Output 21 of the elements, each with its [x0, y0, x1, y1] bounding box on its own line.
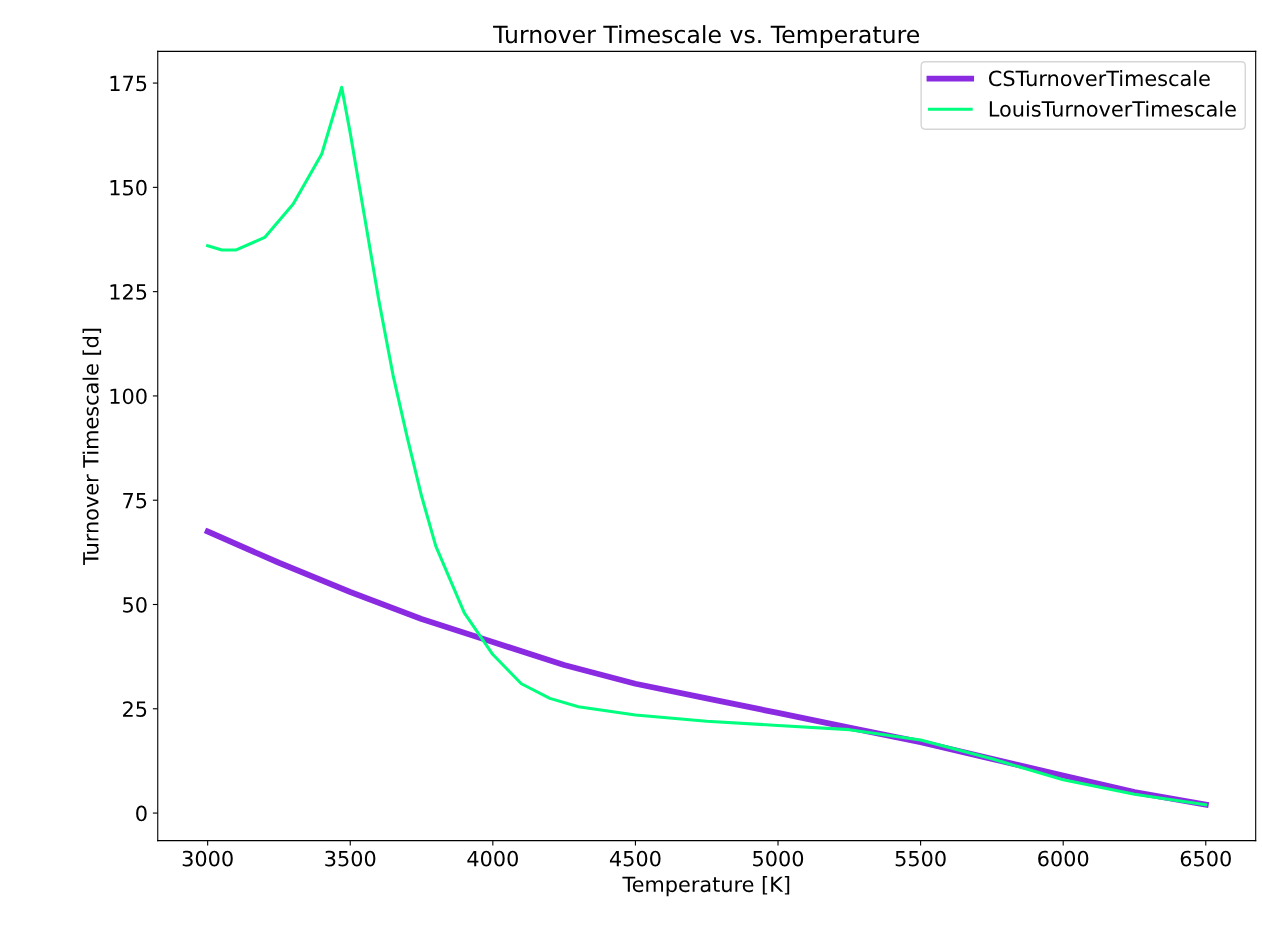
x-tick-label: 3500: [325, 850, 376, 867]
y-tick-label: 50: [123, 596, 147, 613]
x-tick-label: 5000: [753, 850, 804, 867]
x-tick-label: 3000: [182, 850, 233, 867]
x-tick-label: 4500: [609, 850, 661, 867]
x-tick-label: 6500: [1180, 850, 1231, 867]
y-axis-title: Turnover Timescale [d]: [82, 328, 102, 566]
y-tick-label: 100: [110, 388, 147, 405]
y-tick-label: 0: [136, 805, 147, 822]
chart-title: Turnover Timescale vs. Temperature: [493, 25, 920, 48]
y-tick-label: 150: [110, 179, 147, 196]
legend-label: CSTurnoverTimescale: [988, 70, 1210, 87]
y-tick-label: 125: [110, 284, 147, 300]
x-tick-label: 4000: [467, 850, 518, 867]
x-axis-title: Temperature [K]: [622, 876, 790, 897]
y-tick-label: 25: [123, 701, 147, 717]
legend-label: LouisTurnoverTimescale: [989, 100, 1236, 117]
x-tick-label: 5500: [895, 850, 946, 867]
y-tick-label: 75: [123, 492, 147, 509]
x-tick-label: 6000: [1038, 850, 1089, 867]
y-tick-label: 175: [110, 75, 147, 92]
